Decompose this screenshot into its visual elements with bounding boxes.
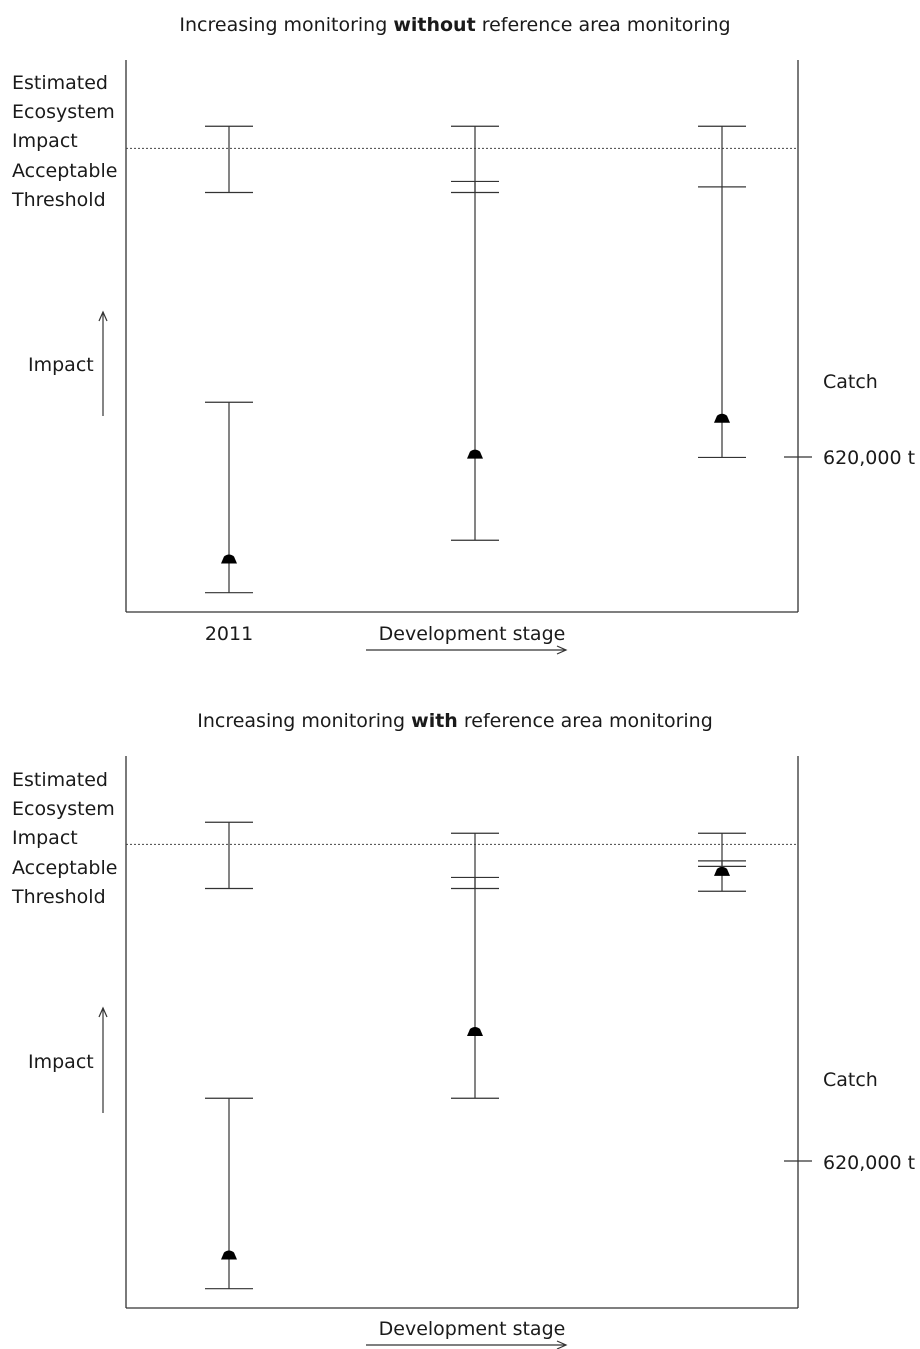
catch-label: Catch	[823, 371, 878, 393]
threshold-label-line-1: Estimated	[12, 72, 108, 94]
threshold-label-line-5: Threshold	[11, 189, 106, 211]
threshold-label-line-2: Ecosystem	[12, 101, 115, 123]
threshold-label-line-2: Ecosystem	[12, 798, 115, 820]
development-arrow	[366, 645, 568, 655]
impact-estimate-marker	[467, 449, 483, 459]
impact-estimate-marker	[714, 866, 730, 876]
impact-label: Impact	[28, 1051, 94, 1073]
impact-estimate-marker	[467, 1027, 483, 1036]
impact-arrow	[98, 310, 108, 416]
plot-area	[126, 821, 798, 1290]
catch-label: Catch	[823, 1069, 878, 1091]
impact-estimate-marker	[221, 554, 237, 564]
x-axis-label: Development stage	[379, 623, 566, 645]
chart-title: Increasing monitoring with reference are…	[197, 710, 713, 732]
threshold-label-line-3: Impact	[12, 130, 78, 152]
x-axis-label: Development stage	[379, 1318, 566, 1340]
threshold-label-line-5: Threshold	[11, 886, 106, 908]
threshold-label-line-3: Impact	[12, 827, 78, 849]
chart-bottom: Increasing monitoring with reference are…	[11, 710, 915, 1349]
threshold-label-line-1: Estimated	[12, 769, 108, 791]
stage-label-2011: 2011	[205, 623, 253, 645]
impact-estimate-marker	[714, 413, 730, 423]
threshold-label-line-4: Acceptable	[12, 857, 117, 879]
impact-label: Impact	[28, 354, 94, 376]
impact-estimate-marker	[221, 1250, 237, 1260]
plot-area	[126, 125, 798, 594]
catch-tick-label: 620,000 t	[823, 1152, 915, 1174]
impact-arrow	[98, 1006, 108, 1113]
catch-tick-label: 620,000 t	[823, 447, 915, 469]
chart-top: Increasing monitoring without reference …	[11, 14, 915, 655]
threshold-label-line-4: Acceptable	[12, 160, 117, 182]
development-arrow	[366, 1340, 568, 1349]
chart-title: Increasing monitoring without reference …	[179, 14, 730, 36]
